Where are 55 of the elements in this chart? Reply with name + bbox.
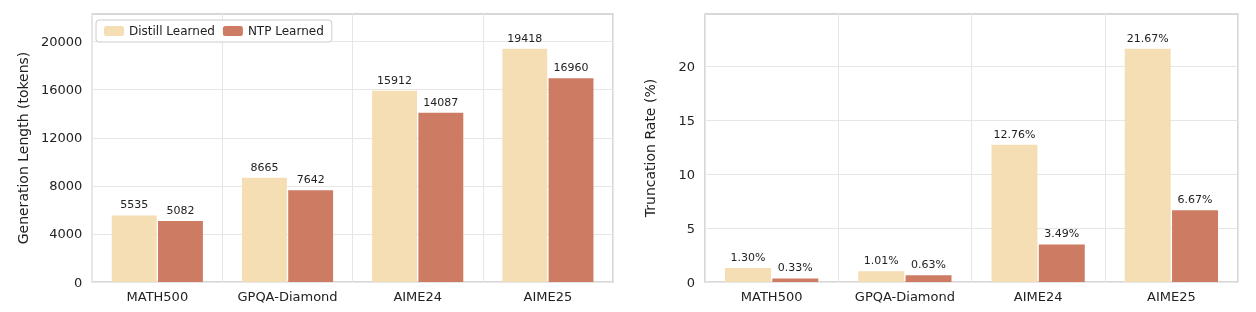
data-label: 19418	[507, 31, 543, 45]
data-label: 0.33%	[777, 261, 813, 275]
y-axis-title: Generation Length (tokens)	[15, 51, 31, 245]
data-label: 3.49%	[1044, 227, 1080, 241]
y-tick-label: 0	[73, 274, 83, 290]
y-tick-label: 5	[686, 220, 695, 236]
bar	[111, 215, 157, 282]
bar	[502, 48, 548, 282]
bar	[548, 78, 594, 282]
data-label: 8665	[250, 160, 279, 174]
legend-label: Distill Learned	[129, 24, 215, 38]
y-tick-label: 12000	[40, 130, 83, 146]
x-tick-label: AIME24	[393, 289, 443, 304]
bar	[418, 112, 464, 282]
bar	[288, 190, 334, 282]
y-tick-label: 10	[678, 166, 695, 182]
x-tick-label: GPQA-Diamond	[854, 289, 955, 304]
y-axis-title: Truncation Rate (%)	[642, 78, 658, 219]
bar	[858, 271, 905, 282]
bar	[724, 268, 771, 282]
x-tick-label: AIME25	[1147, 289, 1196, 304]
bar	[905, 275, 952, 282]
data-label: 5082	[166, 203, 195, 217]
data-label: 21.67%	[1126, 31, 1169, 45]
y-tick-label: 8000	[49, 178, 83, 194]
data-label: 7642	[296, 173, 325, 187]
x-tick-label: AIME24	[1013, 289, 1063, 304]
y-tick-label: 20000	[40, 34, 83, 50]
bar	[772, 278, 819, 282]
data-label: 1.01%	[863, 254, 899, 268]
x-tick-label: MATH500	[740, 289, 803, 304]
bar	[372, 90, 418, 282]
data-label: 1.30%	[730, 251, 766, 265]
data-label: 14087	[423, 95, 459, 109]
x-tick-label: AIME25	[523, 289, 573, 304]
bar	[1172, 210, 1219, 282]
y-tick-label: 16000	[40, 82, 83, 98]
data-label: 16960	[553, 61, 589, 75]
data-label: 6.67%	[1177, 193, 1213, 207]
bar	[1038, 244, 1085, 282]
data-label: 15912	[377, 73, 413, 87]
y-tick-label: 0	[686, 274, 695, 290]
y-tick-label: 4000	[49, 226, 83, 242]
bar	[991, 144, 1038, 282]
x-tick-label: GPQA-Diamond	[237, 289, 338, 304]
bar	[158, 220, 203, 282]
data-label: 5535	[120, 198, 149, 212]
y-tick-label: 15	[678, 113, 695, 129]
bar	[1124, 48, 1171, 282]
data-label: 12.76%	[993, 127, 1036, 141]
y-tick-label: 20	[678, 59, 695, 75]
legend-label: NTP Learned	[247, 24, 324, 38]
x-tick-label: MATH500	[126, 289, 189, 304]
bar	[241, 177, 287, 282]
data-label: 0.63%	[911, 258, 947, 272]
